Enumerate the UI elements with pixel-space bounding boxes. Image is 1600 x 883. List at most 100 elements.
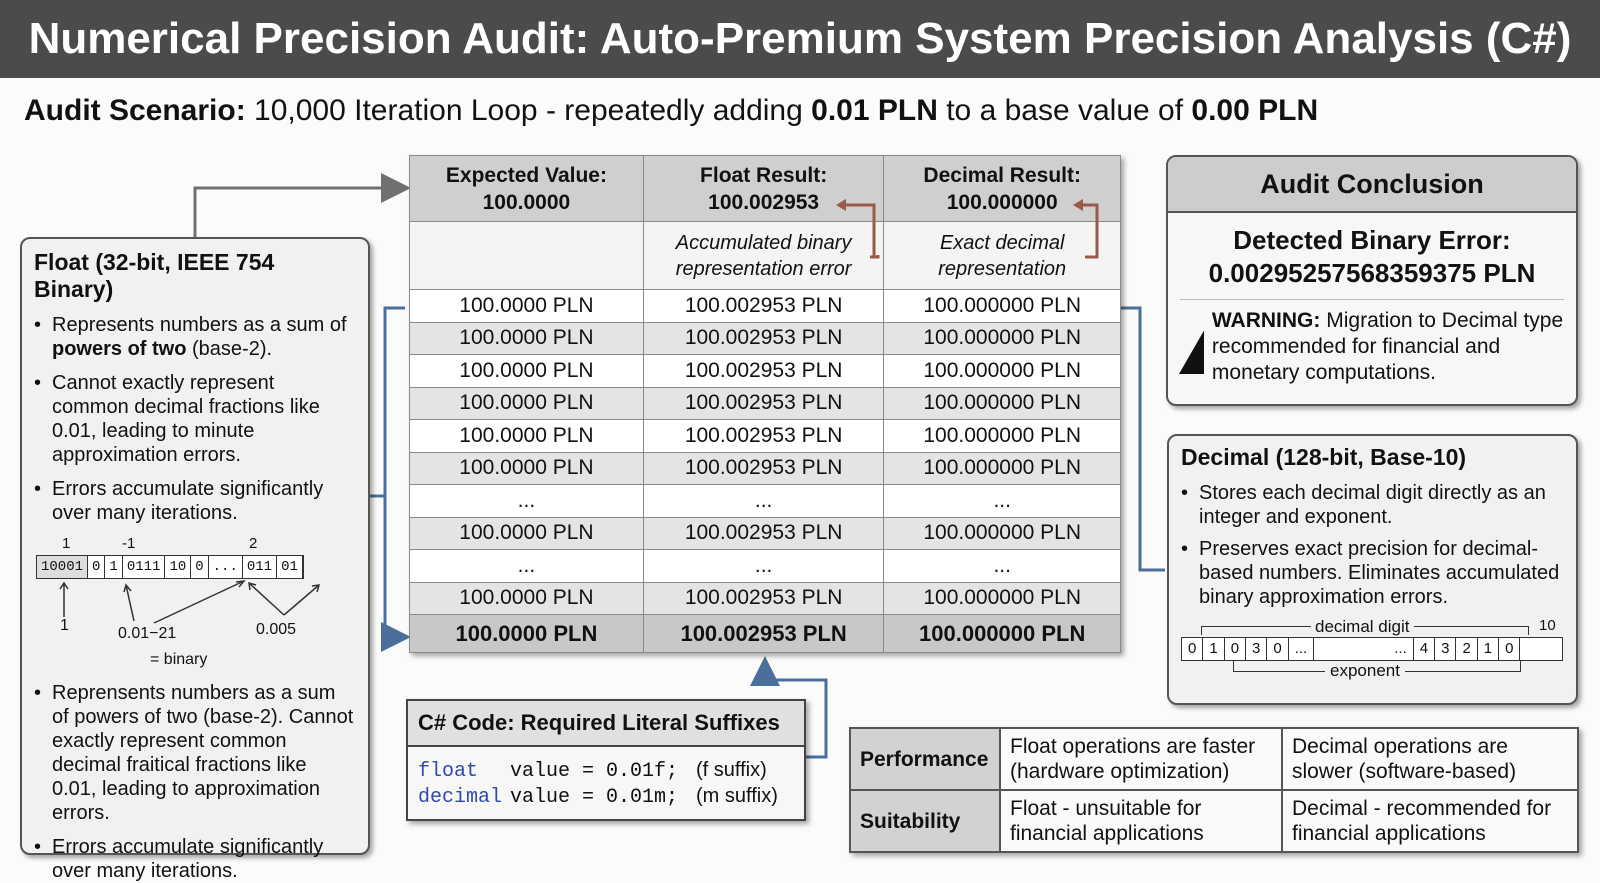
data-cell: 100.0000 PLN	[409, 321, 644, 355]
connector	[381, 306, 411, 652]
bullet: Stores each decimal digit directly as an…	[1181, 481, 1564, 529]
exponent-label: exponent	[1325, 661, 1405, 681]
header-row: Expected Value: 100.0000 Float Result: 100.…	[409, 155, 1121, 222]
data-cell: 100.002953 PLN	[642, 419, 885, 453]
bit-label: = binary	[150, 651, 208, 668]
divider	[1180, 299, 1564, 300]
connector	[1121, 306, 1165, 572]
data-cell: 100.002953 PLN	[642, 516, 885, 550]
panel-title: Float (32-bit, IEEE 754 Binary)	[34, 249, 275, 302]
scenario-label: Audit Scenario:	[24, 94, 246, 127]
warning-body: Migration to Decimal type recommended fo…	[1211, 309, 1564, 384]
digit-row: 0 1 0 3 0...... 4 3 2 1 0	[1181, 637, 1563, 661]
data-row: 100.0000 PLN 100.002953 PLN 100.000000 PLN	[409, 354, 1121, 388]
comparison-label: Suitability	[849, 789, 1001, 853]
bit-cell: 0	[88, 556, 106, 578]
comparison-label: Performance	[849, 727, 1001, 791]
data-cell: 100.000000 PLN	[883, 451, 1121, 485]
digit-cell: 3	[1246, 638, 1268, 660]
panel-title: Decimal (128-bit, Base-10)	[1181, 444, 1467, 470]
scenario-text: 10,000 Iteration Loop - repeatedly addin…	[254, 94, 803, 127]
bit-label: 0.01−21	[118, 625, 177, 642]
bullet: Represents numbers as a sum of powers of…	[34, 313, 356, 361]
data-row: .........	[409, 484, 1121, 518]
bullet-bold: powers of two	[52, 338, 187, 360]
bit-cell: 0	[191, 556, 209, 578]
bit-cell: ...	[209, 556, 243, 578]
scenario-base: 0.00 PLN	[1191, 94, 1319, 127]
bit-label: 1	[62, 535, 71, 552]
bit-cell: 01	[277, 556, 303, 578]
conclusion-title: Audit Conclusion	[1168, 157, 1576, 213]
data-row: 100.0000 PLN 100.002953 PLN 100.000000 PLN	[409, 321, 1121, 355]
scenario: Audit Scenario: 10,000 Iteration Loop - …	[24, 94, 1318, 128]
note-arrow	[1073, 199, 1099, 259]
note-arrow	[836, 199, 880, 259]
results-table: Expected Value: 100.0000 Float Result: 100.…	[409, 155, 1121, 653]
digit-cell: 1	[1203, 638, 1225, 660]
bit-row: 10001 0 1 0111 10 0... 011 01	[36, 555, 304, 579]
data-row: 100.0000 PLN 100.002953 PLN 100.000000 PLN	[409, 289, 1121, 323]
warning: WARNING: Migration to Decimal type recom…	[1168, 300, 1576, 386]
data-cell: 100.000000 PLN	[883, 419, 1121, 453]
note-cell: Accumulated binary representation error	[642, 221, 885, 290]
digit-cell: 0	[1499, 638, 1521, 660]
bullet-text: Cannot exactly represent common decimal …	[52, 372, 320, 466]
header-title: Numerical Precision Audit: Auto-Premium …	[0, 0, 1600, 78]
code-box: C# Code: Required Literal Suffixes float v…	[406, 699, 806, 821]
digit-cell: 3	[1435, 638, 1457, 660]
data-cell: 100.002953 PLN	[642, 354, 885, 388]
data-cell: 100.0000 PLN	[409, 289, 644, 323]
bit-label: 0.005	[256, 621, 297, 638]
final-cell: 100.002953 PLN	[642, 614, 885, 653]
data-row: .........	[409, 549, 1121, 583]
bullet: Errors accumulate significantly over man…	[34, 477, 356, 525]
column-value: 100.0000	[482, 190, 571, 214]
note-cell	[409, 221, 644, 290]
data-cell: 100.0000 PLN	[409, 581, 644, 615]
warning-icon	[1179, 330, 1204, 374]
data-cell: 100.000000 PLN	[883, 386, 1121, 420]
column-label: Float Result:	[700, 163, 828, 187]
data-row: 100.0000 PLN 100.002953 PLN 100.000000 PLN	[409, 516, 1121, 550]
data-cell: 100.002953 PLN	[642, 321, 885, 355]
digit-cell: ...	[1388, 638, 1414, 660]
data-cell: ...	[409, 484, 644, 518]
digit-diagram: decimal digit 10 0 1 0 3 0...... 4 3 2 1 0 exponent	[1181, 617, 1564, 687]
bullet: Errors accumulate significantly over man…	[34, 835, 356, 883]
data-cell: 100.002953 PLN	[642, 289, 885, 323]
bullet-text: Errors accumulate significantly over man…	[52, 478, 324, 524]
column-note: Accumulated binary representation error	[675, 231, 852, 280]
data-cell: 100.002953 PLN	[642, 386, 885, 420]
column-header: Decimal Result: 100.000000	[883, 155, 1121, 222]
data-cell: 100.000000 PLN	[883, 354, 1121, 388]
digit-cell: 2	[1456, 638, 1478, 660]
data-cell: 100.0000 PLN	[409, 354, 644, 388]
digit-cell: 0	[1182, 638, 1204, 660]
final-cell: 100.000000 PLN	[883, 614, 1121, 653]
data-cell: ...	[642, 549, 885, 583]
comparison-row: Suitability Float - unsuitable for financ…	[849, 789, 1579, 853]
digit-cell: 0	[1267, 638, 1289, 660]
comparison-decimal: Decimal operations are slower (software-…	[1281, 727, 1579, 791]
decimal-panel: Decimal (128-bit, Base-10) Stores each de…	[1167, 434, 1578, 705]
error-label: Detected Binary Error:	[1233, 225, 1511, 255]
scenario-text: to a base value of	[946, 94, 1184, 127]
data-cell: ...	[409, 549, 644, 583]
digit-cell: 0	[1225, 638, 1247, 660]
bit-diagram: 1 -1 2 10001 0 1 0111 10 0... 011 01 1 0.01−21 0.005 =…	[34, 535, 356, 673]
error-value: 0.00295257568359375 PLN	[1208, 258, 1536, 288]
digit-label: decimal digit	[1311, 617, 1414, 637]
comparison-decimal: Decimal - recommended for financial appl…	[1281, 789, 1579, 853]
scenario-amount: 0.01 PLN	[811, 94, 938, 127]
bit-cell: 011	[243, 556, 278, 578]
data-row: 100.0000 PLN 100.002953 PLN 100.000000 PLN	[409, 419, 1121, 453]
comparison-float: Float - unsuitable for financial applica…	[999, 789, 1283, 853]
column-label: Decimal Result:	[923, 163, 1081, 187]
warning-label: WARNING:	[1211, 309, 1321, 332]
digit-cell: 4	[1414, 638, 1436, 660]
bit-label: 1	[60, 617, 69, 634]
data-cell: 100.0000 PLN	[409, 451, 644, 485]
